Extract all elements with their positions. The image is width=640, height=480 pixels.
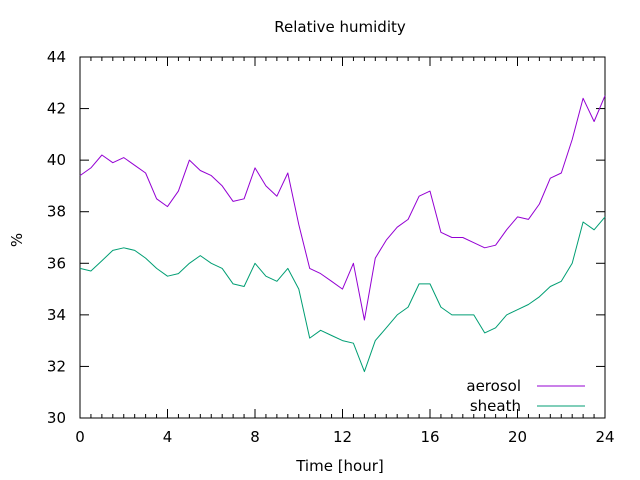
plot-area — [79, 56, 606, 419]
y-tick-label: 34 — [47, 306, 66, 324]
y-tick-label: 38 — [47, 203, 66, 221]
x-tick-label: 16 — [420, 428, 439, 446]
series-line-sheath — [79, 216, 606, 373]
series-line-aerosol — [79, 95, 606, 321]
legend: aerosol sheath — [466, 377, 585, 415]
legend-label-aerosol: aerosol — [466, 377, 521, 395]
chart-title: Relative humidity — [274, 18, 406, 36]
x-tick-label: 0 — [75, 428, 85, 446]
axis-tick-labels: 0 4 8 12 16 20 24 30 32 34 36 38 40 42 44 — [47, 48, 615, 446]
y-tick-label: 36 — [47, 254, 66, 272]
x-tick-label: 12 — [333, 428, 352, 446]
y-tick-label: 40 — [47, 151, 66, 169]
y-tick-label: 30 — [47, 409, 66, 427]
legend-label-sheath: sheath — [470, 397, 521, 415]
y-tick-label: 42 — [47, 100, 66, 118]
series-lines — [79, 95, 606, 373]
x-axis-label: Time [hour] — [295, 457, 384, 475]
y-axis-label: % — [8, 233, 26, 247]
y-tick-label: 32 — [47, 357, 66, 375]
axis-ticks — [79, 56, 606, 419]
x-tick-label: 24 — [595, 428, 614, 446]
x-tick-label: 8 — [250, 428, 260, 446]
x-tick-label: 4 — [163, 428, 173, 446]
x-tick-label: 20 — [508, 428, 527, 446]
y-tick-label: 44 — [47, 48, 66, 66]
